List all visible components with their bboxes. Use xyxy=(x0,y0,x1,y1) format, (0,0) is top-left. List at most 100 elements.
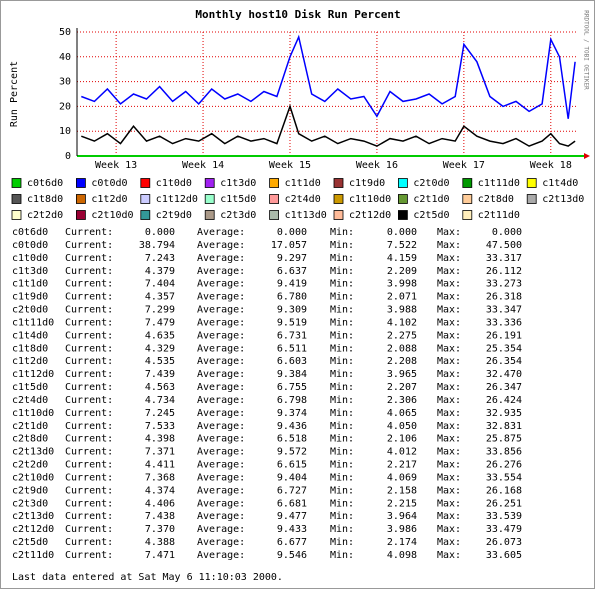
stat-value: 7.370 xyxy=(145,524,175,535)
stat-name: c1t2d0 xyxy=(12,356,48,367)
stat-value: 32.470 xyxy=(486,369,522,380)
stat-label: Min: xyxy=(330,472,354,483)
legend-swatch xyxy=(397,210,408,220)
stat-label: Average: xyxy=(197,382,245,393)
stat-value: 7.522 xyxy=(387,240,417,251)
stat-label: Min: xyxy=(330,395,354,406)
stat-label: Average: xyxy=(197,369,245,380)
stat-value: 4.388 xyxy=(145,537,175,548)
stat-label: Current: xyxy=(65,382,113,393)
stat-value: 7.371 xyxy=(145,447,175,458)
stat-label: Average: xyxy=(197,266,245,277)
stat-label: Average: xyxy=(197,498,245,509)
stat-label: Min: xyxy=(330,447,354,458)
stat-label: Average: xyxy=(197,537,245,548)
legend-label: c1t11d0 xyxy=(478,178,520,189)
stat-value: 7.245 xyxy=(145,408,175,419)
y-axis-label: Run Percent xyxy=(9,61,20,127)
legend-label: c2t11d0 xyxy=(478,210,520,221)
stat-value: 33.554 xyxy=(486,472,522,483)
legend-swatch xyxy=(204,178,215,188)
stat-name: c2t11d0 xyxy=(12,550,54,561)
stat-label: Current: xyxy=(65,524,113,535)
stat-name: c1t10d0 xyxy=(12,408,54,419)
stat-value: 9.297 xyxy=(277,253,307,264)
legend-label: c0t0d0 xyxy=(91,178,127,189)
stat-label: Min: xyxy=(330,421,354,432)
stat-label: Average: xyxy=(197,227,245,238)
stat-value: 7.404 xyxy=(145,279,175,290)
stat-label: Current: xyxy=(65,472,113,483)
x-tick-label: Week 15 xyxy=(269,160,311,171)
legend-label: c1t3d0 xyxy=(220,178,256,189)
stat-value: 2.071 xyxy=(387,292,417,303)
stat-value: 4.411 xyxy=(145,460,175,471)
legend-swatch xyxy=(397,178,408,188)
stat-value: 4.159 xyxy=(387,253,417,264)
stat-value: 4.535 xyxy=(145,356,175,367)
stat-value: 7.439 xyxy=(145,369,175,380)
stat-name: c0t0d0 xyxy=(12,240,48,251)
stat-label: Min: xyxy=(330,460,354,471)
stat-value: 9.546 xyxy=(277,550,307,561)
stat-value: 4.398 xyxy=(145,434,175,445)
stat-value: 33.336 xyxy=(486,317,522,328)
stat-name: c1t9d0 xyxy=(12,292,48,303)
legend-label: c1t12d0 xyxy=(156,194,198,205)
legend-label: c1t1d0 xyxy=(285,178,321,189)
stat-label: Current: xyxy=(65,330,113,341)
stat-value: 2.217 xyxy=(387,460,417,471)
legend-label: c1t13d0 xyxy=(285,210,327,221)
stat-value: 26.191 xyxy=(486,330,522,341)
legend-swatch xyxy=(462,210,473,220)
footer: Last data entered at Sat May 6 11:10:03 … xyxy=(12,572,283,583)
stat-label: Min: xyxy=(330,485,354,496)
stat-label: Current: xyxy=(65,408,113,419)
stat-value: 6.511 xyxy=(277,343,307,354)
stat-value: 33.856 xyxy=(486,447,522,458)
stat-label: Max: xyxy=(437,382,461,393)
stat-label: Min: xyxy=(330,408,354,419)
stat-value: 0.000 xyxy=(145,227,175,238)
stat-label: Average: xyxy=(197,447,245,458)
stat-label: Min: xyxy=(330,240,354,251)
stat-value: 9.436 xyxy=(277,421,307,432)
stat-label: Max: xyxy=(437,240,461,251)
stat-label: Max: xyxy=(437,408,461,419)
stat-value: 3.965 xyxy=(387,369,417,380)
stat-label: Min: xyxy=(330,266,354,277)
legend-swatch xyxy=(11,210,22,220)
stat-label: Min: xyxy=(330,253,354,264)
stat-name: c1t12d0 xyxy=(12,369,54,380)
stat-label: Max: xyxy=(437,498,461,509)
stat-name: c2t12d0 xyxy=(12,524,54,535)
stat-label: Max: xyxy=(437,485,461,496)
stat-label: Max: xyxy=(437,421,461,432)
stat-value: 6.780 xyxy=(277,292,307,303)
legend-label: c0t6d0 xyxy=(27,178,63,189)
stat-value: 7.533 xyxy=(145,421,175,432)
stat-label: Min: xyxy=(330,369,354,380)
stat-value: 4.098 xyxy=(387,550,417,561)
stat-label: Average: xyxy=(197,550,245,561)
stat-label: Min: xyxy=(330,356,354,367)
stat-label: Min: xyxy=(330,434,354,445)
x-tick-label: Week 18 xyxy=(530,160,572,171)
stat-name: c2t4d0 xyxy=(12,395,48,406)
stat-name: c2t1d0 xyxy=(12,421,48,432)
stat-label: Min: xyxy=(330,305,354,316)
stat-value: 9.477 xyxy=(277,511,307,522)
stat-label: Max: xyxy=(437,343,461,354)
stat-value: 6.731 xyxy=(277,330,307,341)
legend-label: c2t4d0 xyxy=(285,194,321,205)
stat-label: Min: xyxy=(330,279,354,290)
plot-area xyxy=(77,32,576,156)
stat-value: 4.563 xyxy=(145,382,175,393)
stat-value: 4.734 xyxy=(145,395,175,406)
stat-name: c2t13d0 xyxy=(12,511,54,522)
stat-value: 6.727 xyxy=(277,485,307,496)
stat-name: c2t10d0 xyxy=(12,472,54,483)
stat-value: 7.438 xyxy=(145,511,175,522)
stat-value: 6.615 xyxy=(277,460,307,471)
